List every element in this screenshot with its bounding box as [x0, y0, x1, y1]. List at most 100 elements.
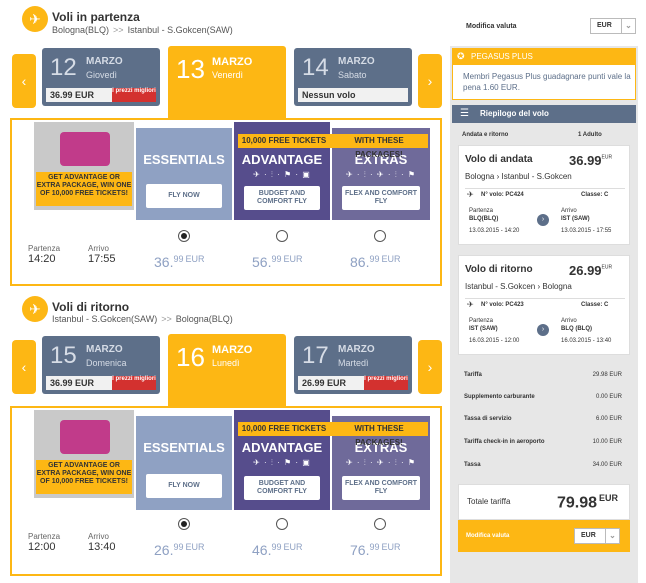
dep-code: BLQ(BLQ)	[469, 216, 499, 222]
next-return-dates-arrow[interactable]: ›	[418, 340, 442, 394]
next-dates-arrow[interactable]: ›	[418, 54, 442, 108]
advantage-button[interactable]: BUDGET AND COMFORT FLY	[244, 476, 320, 500]
fee-label: Tassa	[464, 462, 481, 468]
arrow-right-circle-icon: ›	[537, 324, 549, 336]
extras-price: 76.99 EUR	[350, 542, 401, 558]
date-card-14[interactable]: 14 MARZO Sabato Nessun volo	[294, 48, 412, 106]
gift-box-icon	[60, 132, 110, 166]
advantage-radio[interactable]	[276, 518, 288, 530]
fee-value: 10.00 EUR	[592, 439, 622, 445]
essentials-fly-now-button[interactable]: FLY NOW	[146, 184, 222, 208]
price-cur: EUR	[381, 254, 401, 264]
summary-return-route: Istanbul - S.Gokcen › Bologna	[465, 282, 572, 291]
price-cur: EUR	[283, 542, 303, 552]
return-summary-card: Volo di ritorno 26.99EUR Istanbul - S.Go…	[458, 255, 630, 355]
date-card-17[interactable]: 17 MARZO Martedì 26.99 EUR I prezzi migl…	[294, 336, 412, 394]
divider	[465, 298, 625, 299]
currency-value: EUR	[597, 22, 612, 29]
summary-return-price: 26.99EUR	[569, 262, 612, 280]
outbound-summary-card: Volo di andata 36.99EUR Bologna › Istanb…	[458, 145, 630, 245]
currency-select[interactable]: EUR ⌄	[590, 18, 636, 34]
fee-value: 6.00 EUR	[595, 416, 622, 422]
extras-button[interactable]: FLEX AND COMFORT FLY	[342, 186, 420, 210]
arrow-right-circle-icon: ›	[537, 214, 549, 226]
total-currency: EUR	[599, 493, 619, 503]
pegasus-plus-icon: ✪	[457, 51, 465, 61]
flight-class: Classe: C	[581, 302, 609, 308]
date-price: 36.99 EUR I prezzi migliori	[46, 88, 156, 102]
date-weekday: Giovedì	[86, 70, 118, 80]
extras-radio[interactable]	[374, 518, 386, 530]
free-tickets-banner-2: WITH THESE PACKAGES!	[330, 422, 428, 447]
free-tickets-banner: 10,000 FREE TICKETS	[238, 134, 330, 148]
fee-label: Tassa di servizio	[464, 416, 512, 422]
price-cur: EUR	[283, 254, 303, 264]
date-day: 17	[302, 342, 329, 369]
date-card-13-active[interactable]: 13 MARZO Venerdì	[168, 46, 286, 120]
total-value: 79.98	[557, 494, 598, 512]
departure-plane-icon: ✈	[22, 6, 48, 32]
price-dec: 99	[173, 254, 184, 264]
prev-dates-arrow[interactable]: ‹	[12, 54, 36, 108]
price-dec: 99	[369, 542, 380, 552]
essentials-title: ESSENTIALS	[143, 152, 225, 167]
summary-title: Riepilogo del volo	[480, 109, 549, 118]
date-month: MARZO	[86, 56, 123, 67]
essentials-radio[interactable]	[178, 518, 190, 530]
date-price: 36.99 EUR I prezzi migliori	[46, 376, 156, 390]
return-route: Istanbul - S.Gokcen(SAW) >> Bologna(BLQ)	[52, 314, 233, 324]
essentials-column: ESSENTIALS FLY NOW	[136, 416, 232, 510]
advantage-title: ADVANTAGE	[241, 152, 323, 167]
essentials-price: 36.99 EUR	[154, 254, 205, 270]
advantage-radio[interactable]	[276, 230, 288, 242]
price-dec: 99	[271, 542, 282, 552]
arr-label: Arrivo	[88, 244, 109, 253]
route-from: Bologna(BLQ)	[52, 25, 110, 35]
fee-row: Tassa 34.00 EUR	[464, 462, 622, 468]
date-card-16-active[interactable]: 16 MARZO Lunedì	[168, 334, 286, 408]
summary-currency-select[interactable]: EUR ⌄	[574, 528, 620, 544]
price-cur: EUR	[601, 154, 613, 161]
date-price: 26.99 EUR I prezzi migliori	[298, 376, 408, 390]
date-card-12[interactable]: 12 MARZO Giovedì 36.99 EUR I prezzi migl…	[42, 48, 160, 106]
return-fare-box: GET ADVANTAGE OR EXTRA PACKAGE, WIN ONE …	[10, 406, 442, 576]
dep-value: 12:00	[28, 541, 56, 553]
extras-radio[interactable]	[374, 230, 386, 242]
extras-button[interactable]: FLEX AND COMFORT FLY	[342, 476, 420, 500]
date-weekday: Domenica	[86, 358, 127, 368]
date-price: Nessun volo	[298, 88, 408, 102]
date-month: MARZO	[338, 344, 375, 355]
dep-label: Partenza	[28, 244, 61, 253]
pegasus-plus-box: ✪ PEGASUS PLUS Membri Pegasus Plus guada…	[452, 48, 636, 100]
price-cur: EUR	[185, 542, 205, 552]
fee-label: Supplemento carburante	[464, 394, 535, 400]
arr-value: 13:40	[88, 541, 116, 553]
return-title: Voli di ritorno	[52, 300, 130, 314]
essentials-fly-now-button[interactable]: FLY NOW	[146, 474, 222, 498]
advantage-button[interactable]: BUDGET AND COMFORT FLY	[244, 186, 320, 210]
return-plane-icon: ✈	[22, 296, 48, 322]
extras-features-icons: ✈ · ⫶ · ✈ · ⫶ · ⚑	[345, 170, 416, 179]
prev-return-dates-arrow[interactable]: ‹	[12, 340, 36, 394]
arr-time: 16.03.2015 - 13:40	[561, 338, 612, 344]
arrival-time: Arrivo 17:55	[88, 244, 116, 265]
advantage-features-icons: ✈ · ⫶ · ⚑ · ▣	[253, 458, 311, 467]
essentials-column: ESSENTIALS FLY NOW	[136, 128, 232, 220]
price-int: 76.	[350, 542, 370, 558]
price-int: 26.	[154, 542, 174, 558]
chevron-down-icon: ⌄	[621, 19, 635, 33]
essentials-price: 26.99 EUR	[154, 542, 205, 558]
essentials-radio[interactable]	[178, 230, 190, 242]
total-label: Totale tariffa	[467, 497, 511, 506]
summary-outbound-price: 36.99EUR	[569, 152, 612, 170]
date-card-15[interactable]: 15 MARZO Domenica 36.99 EUR I prezzi mig…	[42, 336, 160, 394]
dep-value: 14:20	[28, 253, 56, 265]
arr-label: Arrivo	[88, 532, 109, 541]
fee-row: Tariffa check-in in aeroporto 10.00 EUR	[464, 439, 622, 445]
arr-code: IST (SAW)	[561, 216, 590, 222]
date-month: MARZO	[212, 56, 253, 68]
price-int: 56.	[252, 254, 272, 270]
extras-title: EXTRAS	[332, 152, 430, 167]
plane-icon: ✈	[467, 300, 474, 309]
dep-label: Partenza	[469, 208, 494, 214]
